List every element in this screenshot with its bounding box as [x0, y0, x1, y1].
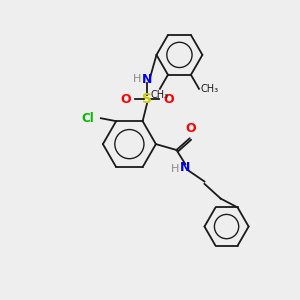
Text: CH₃: CH₃ [151, 90, 169, 100]
Text: O: O [186, 122, 196, 135]
Text: O: O [163, 93, 174, 106]
Text: N: N [142, 74, 152, 86]
Text: H: H [171, 164, 179, 174]
Text: S: S [142, 92, 152, 106]
Text: N: N [180, 161, 190, 174]
Text: Cl: Cl [81, 112, 94, 125]
Text: CH₃: CH₃ [200, 84, 219, 94]
Text: O: O [121, 93, 131, 106]
Text: H: H [133, 74, 141, 84]
